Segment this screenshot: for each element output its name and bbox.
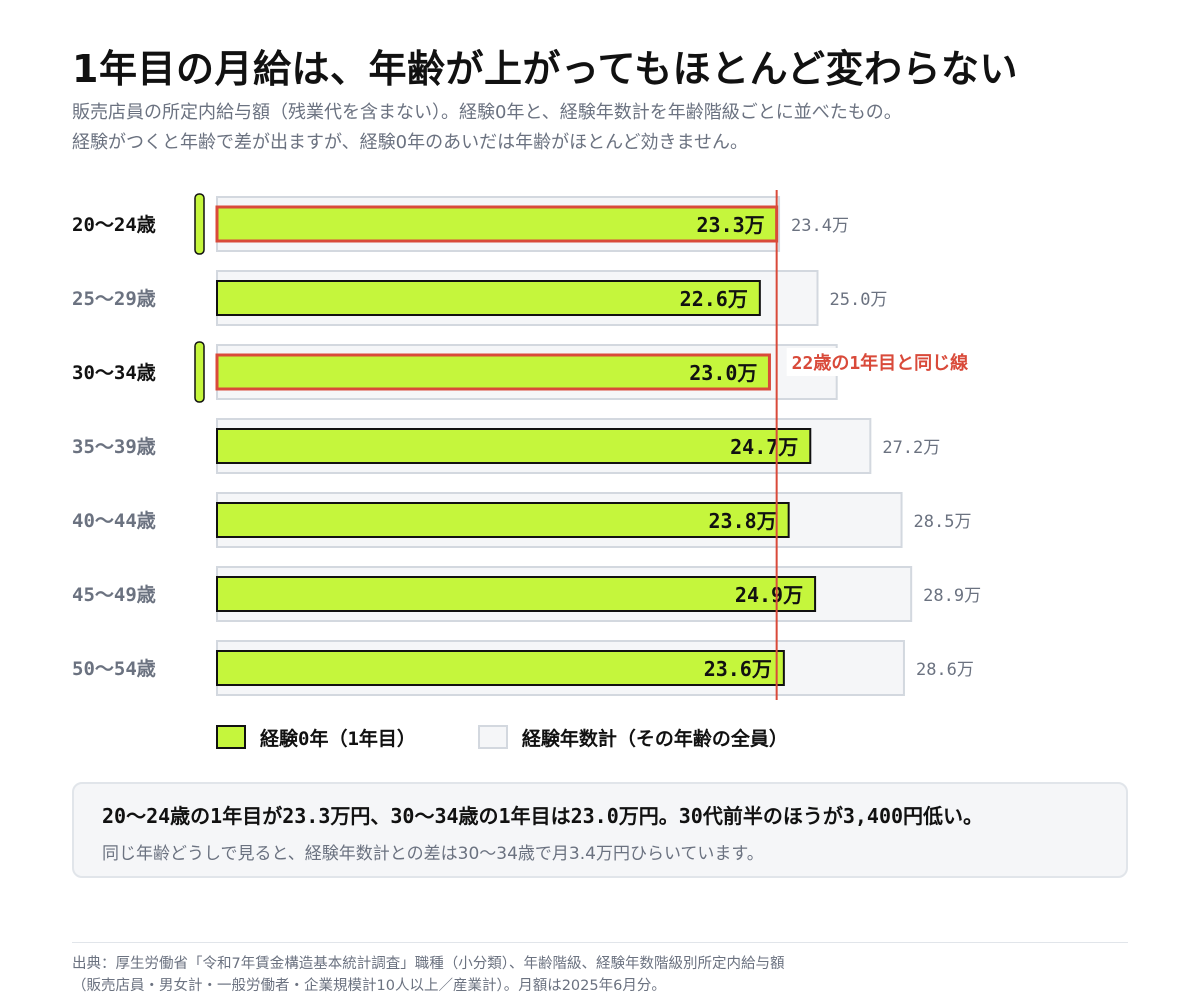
legend-swatch-all — [477, 725, 508, 749]
category-label: 25〜29歳 — [72, 288, 156, 310]
page-title: 1年目の月給は、年齢が上がってもほとんど変わらない — [72, 47, 1019, 91]
value-label-all: 28.9万 — [923, 586, 981, 606]
page-subtitle: 販売店員の所定内給与額（残業代を含まない）。経験0年と、経験年数計を年齢階級ごと… — [72, 98, 1152, 158]
legend-swatch-new — [216, 725, 246, 749]
bar-new-hire — [216, 502, 790, 538]
salary-bar-chart: 20〜24歳 23.3万 23.4万 25〜29歳 22.6万 25.0万 30〜34歳 23… — [72, 190, 987, 700]
bar-new-hire — [216, 280, 761, 316]
category-label: 35〜39歳 — [72, 436, 156, 458]
subtitle-line-1: 販売店員の所定内給与額（残業代を含まない）。経験0年と、経験年数計を年齢階級ごと… — [72, 102, 902, 123]
callout-sub-text: 同じ年齢どうしで見ると、経験年数計との差は30〜34歳で月3.4万円ひらいていま… — [102, 844, 764, 864]
value-label-new: 23.3万 — [696, 213, 764, 237]
value-label-all: 28.5万 — [914, 512, 972, 532]
category-label: 20〜24歳 — [72, 214, 156, 236]
value-label-new: 22.6万 — [680, 287, 748, 311]
bar-new-hire — [215, 353, 771, 391]
category-label: 30〜34歳 — [72, 362, 156, 384]
summary-callout: 20〜24歳の1年目が23.3万円、30〜34歳の1年目は23.0万円。30代前… — [72, 782, 1128, 878]
legend-label-all: 経験年数計（その年齢の全員） — [521, 727, 788, 750]
footer-divider — [72, 942, 1128, 943]
value-label-new: 24.9万 — [735, 583, 803, 607]
subtitle-line-2: 経験がつくと年齢で差が出ますが、経験0年のあいだは年齢がほとんど効きません。 — [72, 132, 749, 153]
value-label-all: 27.2万 — [882, 438, 940, 458]
highlight-marker — [194, 193, 205, 255]
value-label-all: 25.0万 — [829, 290, 887, 310]
chart-legend: 経験0年（1年目） 経験年数計（その年齢の全員） — [216, 722, 850, 752]
source-line-2: （販売店員・男女計・一般労働者・企業規模計10人以上／産業計）。月額は2025年… — [72, 978, 666, 994]
source-line-1: 出典：厚生労働省「令和7年賃金構造基本統計調査」職種（小分類）、年齢階級、経験年… — [72, 956, 785, 972]
legend-item-new: 経験0年（1年目） — [216, 724, 416, 751]
bar-new-hire — [216, 428, 812, 464]
source-note: 出典：厚生労働省「令和7年賃金構造基本統計調査」職種（小分類）、年齢階級、経験年… — [72, 953, 1152, 997]
reference-label: 22歳の1年目と同じ線 — [792, 352, 969, 374]
value-label-new: 24.7万 — [730, 435, 798, 459]
value-label-new: 23.0万 — [689, 361, 757, 385]
legend-item-all: 経験年数計（その年齢の全員） — [477, 724, 788, 751]
highlight-marker — [194, 341, 205, 403]
value-label-all: 28.6万 — [916, 660, 974, 680]
category-label: 45〜49歳 — [72, 584, 156, 606]
bar-new-hire — [216, 576, 817, 612]
bar-new-hire — [216, 650, 785, 686]
value-label-new: 23.8万 — [708, 509, 776, 533]
category-label: 40〜44歳 — [72, 510, 156, 532]
legend-label-new: 経験0年（1年目） — [260, 727, 416, 750]
bar-new-hire — [215, 205, 779, 243]
value-label-new: 23.6万 — [704, 657, 772, 681]
callout-main-text: 20〜24歳の1年目が23.3万円、30〜34歳の1年目は23.0万円。30代前… — [102, 804, 984, 828]
reference-label-bg — [786, 348, 987, 376]
value-label-all: 23.4万 — [791, 216, 849, 236]
category-label: 50〜54歳 — [72, 658, 156, 680]
